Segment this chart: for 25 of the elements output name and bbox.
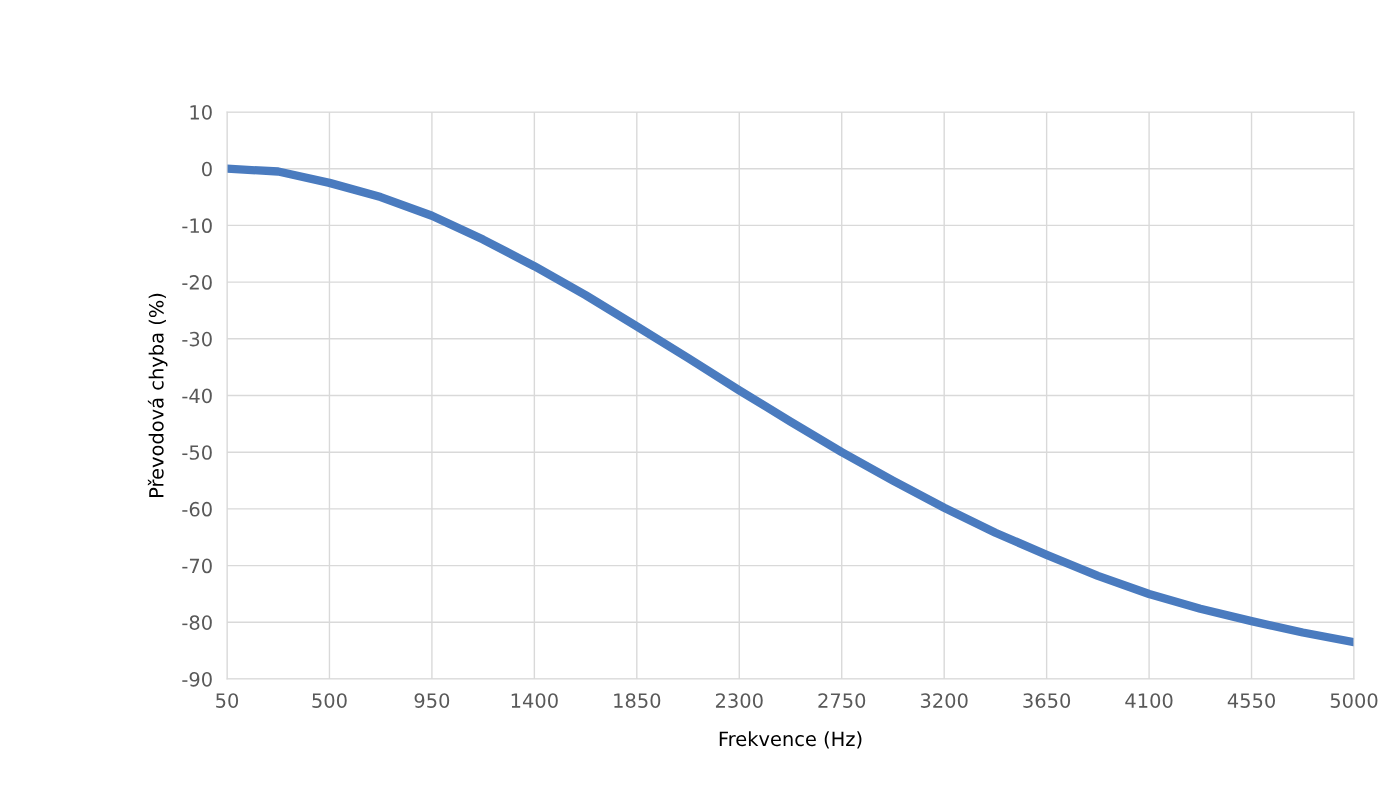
x-tick-label: 2750 bbox=[818, 693, 866, 708]
x-tick-label: 950 bbox=[414, 693, 450, 708]
y-tick-label: -10 bbox=[182, 218, 212, 234]
x-tick-label: 4550 bbox=[1227, 693, 1275, 708]
y-tick-label: -30 bbox=[182, 331, 212, 347]
y-tick-label: -90 bbox=[182, 671, 212, 687]
y-axis-title: Převodová chyba (%) bbox=[147, 293, 168, 497]
x-tick-label: 5000 bbox=[1330, 693, 1378, 708]
x-tick-label: 1850 bbox=[614, 693, 661, 708]
x-tick-label: 500 bbox=[312, 693, 347, 708]
x-axis-title: Frekvence (Hz) bbox=[719, 731, 862, 749]
y-tick-label: -60 bbox=[182, 501, 212, 517]
x-tick-label: 3200 bbox=[920, 693, 968, 708]
x-tick-label: 50 bbox=[216, 693, 239, 708]
y-tick-label: 10 bbox=[190, 104, 212, 120]
x-tick-label: 3650 bbox=[1023, 693, 1071, 708]
y-tick-label: 0 bbox=[202, 161, 212, 177]
x-tick-label: 4100 bbox=[1125, 693, 1173, 708]
y-tick-label: -40 bbox=[182, 388, 212, 404]
y-tick-label: -20 bbox=[182, 275, 212, 290]
y-tick-label: -70 bbox=[182, 558, 212, 574]
x-tick-label: 1400 bbox=[511, 693, 558, 708]
y-tick-label: -80 bbox=[182, 615, 212, 630]
x-tick-label: 2300 bbox=[715, 693, 763, 708]
y-tick-label: -50 bbox=[182, 445, 212, 460]
